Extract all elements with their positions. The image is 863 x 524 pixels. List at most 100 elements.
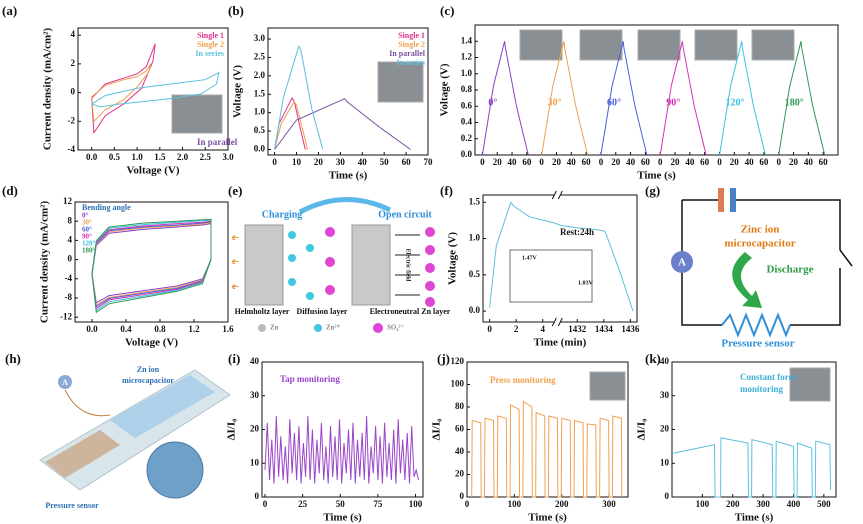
x-tick-label: 0	[263, 499, 268, 509]
label: Open circuit	[378, 209, 432, 220]
photo	[171, 94, 223, 134]
y-axis-label: ΔI/I₀	[431, 418, 443, 441]
electrode	[351, 224, 391, 306]
series-line	[600, 41, 648, 156]
y-tick-label: 12	[63, 196, 73, 206]
x-axis-label: Voltage (V)	[125, 337, 178, 349]
x-tick-label: 500	[817, 499, 831, 509]
legend-entry: 0°	[82, 212, 89, 220]
y-tick-label: 0.4	[461, 117, 473, 127]
x-tick-label: 60	[700, 157, 710, 167]
label: microcapacitor	[724, 238, 795, 250]
series-line	[91, 221, 212, 308]
label: Charging	[262, 209, 303, 220]
photo	[579, 29, 623, 61]
x-tick-label: 20	[671, 157, 681, 167]
series-line	[91, 63, 152, 123]
y-tick-label: 100	[451, 379, 465, 389]
y-tick-label: 20	[660, 424, 670, 434]
x-tick-label: 300	[756, 499, 770, 509]
x-tick-label: 70	[424, 157, 434, 167]
x-axis-label: Time (s)	[528, 512, 567, 524]
x-tick-label: 30	[336, 157, 346, 167]
electrode	[244, 224, 284, 306]
y-tick-label: 60	[455, 424, 465, 434]
x-tick-label: 0	[776, 157, 781, 167]
y-tick-label: 0.5	[254, 125, 266, 135]
zoom	[146, 441, 204, 499]
x-tick-label: 50	[380, 157, 390, 167]
legend-title: Bending angle	[82, 203, 131, 212]
x-tick-label: 20	[493, 157, 503, 167]
photo-insets	[171, 29, 831, 402]
x-tick-label: 40	[508, 157, 518, 167]
x-tick-label: 0.5	[109, 152, 121, 162]
x-tick-label: 20	[789, 157, 799, 167]
y-axis-label: ΔI/I₀	[636, 418, 648, 441]
y-tick-label: 2	[71, 58, 76, 68]
x-tick-label: 75	[373, 499, 383, 509]
series-line	[673, 437, 831, 498]
x-tick-label: 20	[552, 157, 562, 167]
label: Diffusion layer	[297, 307, 348, 316]
x-axis-label: Time (s)	[637, 170, 676, 182]
x-tick-label: 2.5	[200, 152, 212, 162]
microcapacitor	[110, 375, 215, 438]
x-tick-label: 4	[540, 324, 545, 334]
ions	[325, 227, 435, 307]
ions	[288, 231, 314, 300]
annotation: monitoring	[740, 384, 784, 394]
axis-break	[554, 319, 561, 325]
x-tick-label: 0	[599, 157, 604, 167]
x-tick-label: 60	[819, 157, 829, 167]
x-tick-label: 1432	[568, 324, 587, 334]
series-line	[719, 41, 766, 156]
capacitor	[730, 188, 736, 212]
y-tick-label: 1.0	[254, 107, 266, 117]
y-tick-label: 1.0	[469, 233, 481, 243]
x-tick-label: 0.0	[86, 324, 98, 334]
x-tick-label: 0	[480, 157, 485, 167]
x-tick-label: 40	[804, 157, 814, 167]
photo	[377, 61, 424, 103]
x-axis-label: Time (s)	[329, 170, 368, 182]
x-tick-label: 0	[717, 157, 722, 167]
x-tick-label: 0	[539, 157, 544, 167]
y-tick-label: 2.0	[254, 70, 266, 80]
y-tick-label: 3.0	[254, 33, 266, 43]
legend-entry: 90°	[82, 233, 92, 241]
sensor	[45, 430, 120, 478]
y-tick-label: 40	[660, 356, 670, 366]
series-line	[541, 41, 589, 156]
label: Discharge	[766, 264, 813, 276]
annotation: Rest:24h	[560, 227, 594, 237]
y-tick-label: 0	[68, 254, 73, 264]
label: e-	[232, 281, 239, 291]
legend-entry: Single 2	[197, 40, 224, 49]
y-tick-label: -2	[68, 115, 76, 125]
field-arrows	[395, 234, 420, 296]
x-tick-label: 50	[336, 499, 346, 509]
y-tick-label: 0.8	[461, 84, 473, 94]
break-mark	[557, 317, 563, 327]
y-tick-label: 2.5	[254, 52, 266, 62]
x-tick-label: 1436	[621, 324, 640, 334]
series-line	[778, 41, 826, 156]
y-tick-label: 40	[455, 446, 465, 456]
y-tick-label: -12	[60, 311, 72, 321]
legend-entry: Single 1	[398, 31, 425, 40]
y-tick-label: 30	[660, 390, 670, 400]
x-tick-label: 25	[298, 499, 308, 509]
series-line	[274, 45, 324, 150]
plot-frame	[267, 27, 429, 156]
ammeter	[58, 375, 72, 389]
label: SO₄²⁻	[387, 324, 405, 332]
x-tick-label: 0	[487, 324, 492, 334]
series-label: 120°	[725, 97, 744, 108]
plot-frame	[77, 27, 229, 151]
label: e-	[232, 232, 239, 242]
series-line	[264, 415, 419, 484]
label: A	[62, 378, 68, 387]
x-tick-label: 0.8	[154, 324, 166, 334]
legend-entry: In series	[396, 58, 425, 67]
